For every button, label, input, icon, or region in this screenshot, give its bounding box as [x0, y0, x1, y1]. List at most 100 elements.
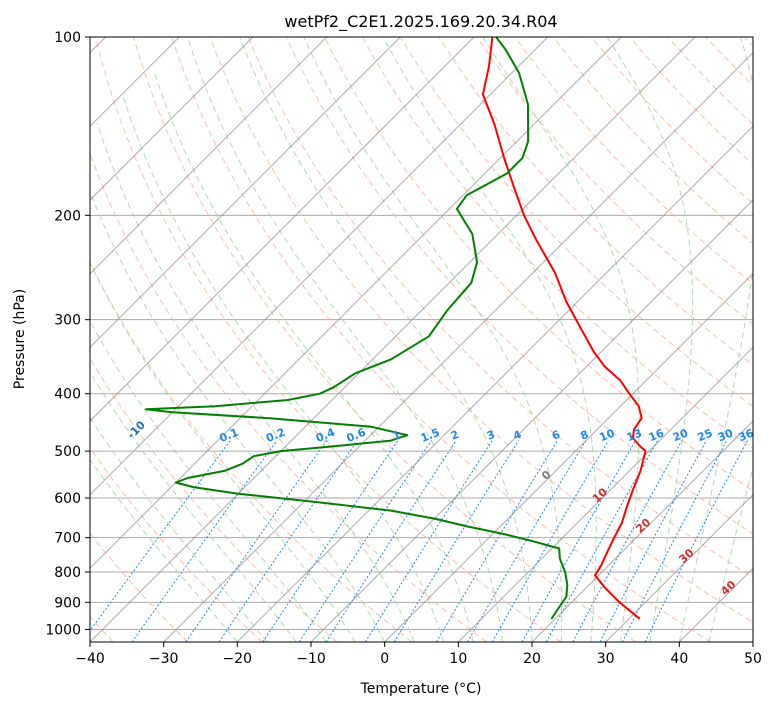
- moist-adiabat: [90, 320, 327, 642]
- moist-adiabat: [606, 37, 694, 642]
- isotherm-line: [90, 37, 622, 570]
- mixing-ratio-label: 8: [578, 428, 590, 443]
- mixing-ratio-line: [131, 440, 278, 642]
- moist-adiabat: [482, 37, 640, 642]
- sounding-profiles: [144, 37, 647, 620]
- isotherm-lines: [90, 37, 753, 642]
- y-tick-label: 1000: [45, 622, 81, 638]
- isotherm-line: [90, 37, 549, 496]
- y-tick-label: 800: [54, 565, 81, 581]
- mixing-ratio-label: 36: [737, 426, 756, 444]
- x-tick-label: 30: [597, 651, 615, 667]
- x-tick-label: 0: [380, 651, 389, 667]
- isotherm-line: [605, 493, 753, 642]
- moist-adiabat: [96, 123, 415, 642]
- mixing-ratio-line: [572, 440, 683, 642]
- moist-adiabat: [187, 37, 503, 642]
- moist-adiabat: [239, 37, 533, 642]
- isotherm-line: [457, 346, 753, 642]
- isotherm-line: [310, 199, 753, 642]
- mixing-ratio-line: [218, 440, 358, 642]
- mixing-ratio-line: [298, 440, 432, 642]
- moist-adiabat-lines: [90, 37, 753, 642]
- mixing-ratio-label: 2: [449, 428, 461, 443]
- dry-adiabat: [591, 37, 753, 205]
- moist-adiabat: [382, 37, 597, 642]
- dry-adiabat: [209, 37, 753, 623]
- moist-adiabat: [708, 465, 753, 642]
- mixing-ratio-lines: [90, 440, 748, 642]
- isotherm-line: [236, 125, 753, 642]
- y-tick-label: 300: [54, 313, 81, 329]
- dry-adiabat-lines: [90, 37, 753, 642]
- dry-adiabat: [629, 37, 753, 165]
- dry-adiabat: [95, 37, 562, 642]
- y-tick-label: 700: [54, 531, 81, 547]
- mixing-ratio-line: [435, 440, 558, 642]
- dry-adiabat: [90, 261, 413, 642]
- moist-adiabat: [90, 370, 297, 642]
- moist-adiabat: [122, 94, 445, 642]
- y-tick-label: 400: [54, 387, 81, 403]
- x-tick-label: −40: [75, 651, 105, 667]
- mixing-ratio-label: 25: [695, 426, 714, 444]
- x-axis-ticks: −40 −30 −20 −10 0 10 20 30 40 50: [75, 642, 762, 667]
- isotherm-line: [90, 37, 475, 422]
- y-tick-label: 500: [54, 444, 81, 460]
- x-axis-label: Temperature (°C): [360, 681, 482, 697]
- y-tick-label: 600: [54, 491, 81, 507]
- x-tick-label: −30: [149, 651, 179, 667]
- mixing-ratio-label: 3: [485, 428, 497, 443]
- dewpoint-profile: [144, 37, 569, 620]
- isotherm-line: [90, 37, 328, 275]
- mixing-ratio-label: 1: [391, 428, 403, 443]
- y-tick-label: 200: [54, 208, 81, 224]
- dry-adiabat: [323, 37, 753, 492]
- dry-adiabat: [133, 37, 637, 642]
- moist-adiabat: [90, 261, 356, 642]
- temperature-profile: [481, 37, 647, 620]
- y-axis-label: Pressure (hPa): [12, 289, 28, 389]
- mixing-ratio-line: [599, 440, 707, 642]
- y-tick-label: 900: [54, 595, 81, 611]
- dry-adiabat: [400, 37, 753, 408]
- dry-adiabat: [247, 37, 753, 579]
- isotherm-line: [384, 272, 753, 642]
- moist-adiabat: [154, 72, 474, 642]
- mixing-ratio-line: [393, 440, 520, 642]
- dry-adiabat: [514, 37, 753, 285]
- mixing-ratio-label: 16: [647, 426, 666, 444]
- isotherm-line: [90, 37, 401, 349]
- dry-adiabat: [171, 37, 711, 642]
- x-tick-label: 20: [523, 651, 541, 667]
- x-tick-label: 50: [744, 651, 762, 667]
- mixing-ratio-line: [185, 440, 328, 642]
- x-tick-label: −20: [223, 651, 253, 667]
- mixing-ratio-label: 13: [625, 426, 644, 444]
- dry-adiabat: [476, 37, 753, 325]
- mixing-ratio-label: 10: [598, 426, 617, 444]
- y-axis-ticks: 100 200 300 400 500 600 700 800 900 1000: [45, 30, 90, 638]
- plot-frame: [89, 36, 754, 643]
- line-labels: 0.10.20.40.611.52346810131620253036-100-…: [125, 418, 756, 598]
- isotherm-line: [531, 420, 753, 642]
- mixing-ratio-line: [491, 440, 609, 642]
- x-tick-label: 40: [670, 651, 688, 667]
- moist-adiabat: [90, 416, 268, 642]
- isotherm-line: [90, 37, 696, 642]
- mixing-ratio-line: [521, 440, 637, 642]
- mixing-ratio-label: 30: [716, 426, 735, 444]
- x-tick-label: 10: [449, 651, 467, 667]
- chart-title: wetPf2_C2E1.2025.169.20.34.R04: [284, 12, 557, 32]
- y-tick-label: 100: [54, 30, 81, 46]
- mixing-ratio-label: 20: [671, 426, 690, 444]
- isotherm-line: [163, 51, 753, 642]
- isobar-lines: [90, 37, 753, 630]
- isotherm-line: [90, 37, 254, 201]
- moist-adiabat: [303, 37, 563, 642]
- mixing-ratio-line: [467, 440, 587, 642]
- mixing-ratio-line: [262, 440, 399, 642]
- moist-adiabat: [678, 37, 753, 642]
- dry-adiabat: [90, 446, 263, 642]
